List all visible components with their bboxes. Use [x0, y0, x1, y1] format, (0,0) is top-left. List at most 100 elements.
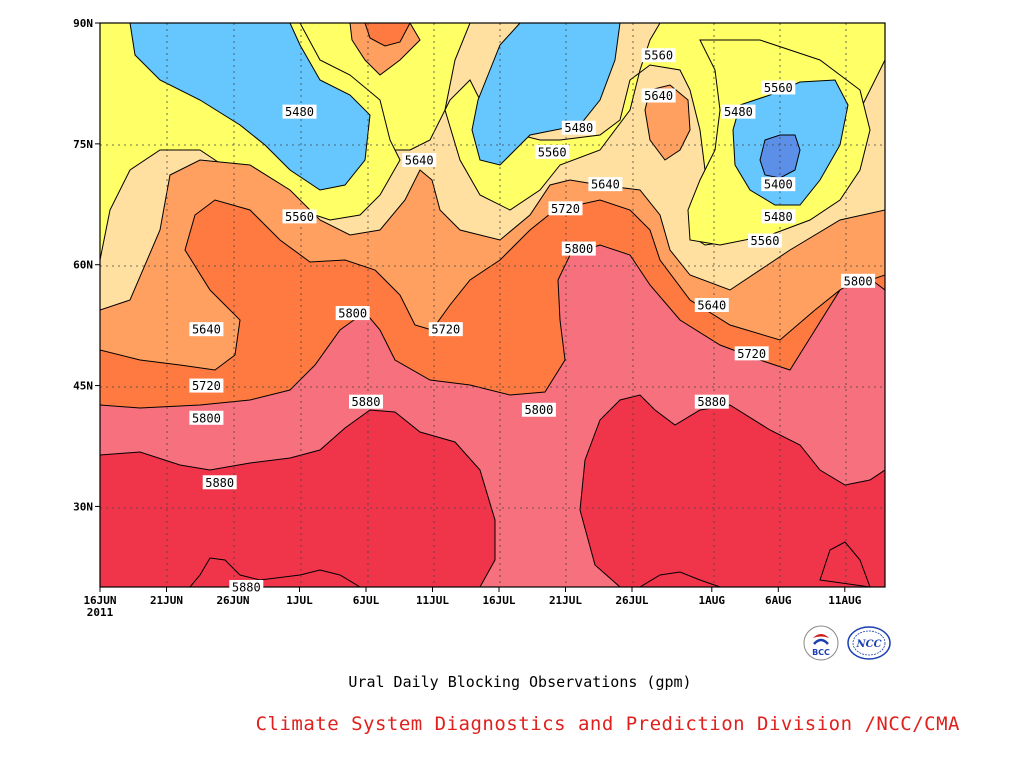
contour-label-bg: [641, 48, 676, 63]
contour-label-text: 5560: [644, 49, 673, 63]
bcc-logo-text: BCC: [812, 648, 830, 657]
contour-label-bg: [548, 201, 583, 216]
contour-label: 5480: [721, 104, 756, 119]
contour-label-text: 5720: [737, 347, 766, 361]
contour-label-bg: [349, 394, 383, 409]
x-tick-label: 6JUL: [353, 594, 380, 607]
contour-label-bg: [748, 233, 782, 248]
band-gt5880-main: [100, 409, 496, 587]
y-tick-label: 75N: [73, 138, 93, 151]
x-tick-label: 1AUG: [699, 594, 726, 607]
contour-label: 5560: [282, 209, 317, 224]
contour-label-text: 5800: [192, 411, 221, 425]
contour-label: 5640: [189, 322, 224, 337]
x-tick-label: 26JUL: [615, 594, 648, 607]
contour-label: 5480: [282, 104, 317, 119]
band-gt5880-inner: [189, 557, 361, 587]
band-gt5880-inner-aug: [639, 571, 721, 587]
contour-label-bg: [335, 306, 370, 321]
contour-label-bg: [761, 80, 796, 95]
contour-label-text: 5480: [724, 105, 753, 119]
contour-label-bg: [521, 402, 556, 417]
contour-label-text: 5880: [697, 395, 726, 409]
contour-label: 5560: [535, 144, 570, 159]
x-tick-label: 16JUL: [482, 594, 515, 607]
y-tick-label: 30N: [73, 500, 93, 513]
contour-label: 5800: [189, 410, 224, 425]
contour-label: 5800: [335, 306, 370, 321]
contour-label: 5560: [748, 233, 782, 248]
contour-label-text: 5800: [564, 242, 593, 256]
contour-label-bg: [734, 346, 769, 361]
contour-label-bg: [761, 177, 796, 192]
contour-label-text: 5640: [697, 299, 726, 313]
contour-label-bg: [721, 104, 756, 119]
y-tick-label: 90N: [73, 17, 93, 30]
contour-label: 5480: [561, 120, 596, 135]
contour-label-text: 5560: [751, 234, 780, 248]
contour-label-bg: [402, 152, 437, 167]
plot-frame: [99, 22, 886, 588]
contour-label-text: 5800: [844, 274, 873, 288]
contour-fill-group: [100, 23, 885, 587]
chart-title: Ural Daily Blocking Observations (gpm): [348, 673, 692, 691]
x-tick-label: 11AUG: [828, 594, 861, 607]
band-5400-5480-a: [129, 23, 371, 191]
contour-label-text: 5560: [764, 81, 793, 95]
contour-label: 5880: [202, 475, 237, 490]
contour-label: 5400: [761, 177, 796, 192]
contour-label-bg: [189, 378, 224, 393]
contour-label-bg: [282, 104, 317, 119]
x-tick-label: 21JUN: [150, 594, 183, 607]
contour-label: 5880: [694, 394, 729, 409]
contour-label-bg: [189, 322, 224, 337]
contour-label-text: 5480: [564, 121, 593, 135]
x-axis: 16JUN 21JUN 26JUN 1JUL 6JUL 11JUL 16JUL 21JUL 26…: [83, 587, 862, 619]
x-tick-label: 1JUL: [286, 594, 313, 607]
x-tick-label: 26JUN: [216, 594, 249, 607]
contour-label-bg: [229, 580, 264, 594]
contour-label-bg: [189, 410, 224, 425]
contour-label-bg: [588, 177, 623, 192]
contour-labels: 5560 5560 5640 5480 5480 5480 5560 5640 5400 5640…: [189, 48, 876, 595]
band-gt5880-aug: [579, 394, 885, 587]
contour-label: 5720: [428, 322, 463, 337]
contour-label: 5720: [548, 201, 583, 216]
contour-label-text: 5720: [192, 379, 221, 393]
band-gt5880-inner-aug2: [819, 541, 871, 587]
contour-label: 5720: [189, 378, 224, 393]
y-axis: 90N 75N 60N 45N 30N: [73, 17, 100, 513]
contour-label-bg: [694, 394, 729, 409]
credit-line: Climate System Diagnostics and Predictio…: [255, 713, 960, 735]
contour-label-text: 5400: [764, 178, 793, 192]
y-tick-label: 45N: [73, 380, 93, 393]
contour-label-bg: [561, 120, 596, 135]
contour-label: 5880: [349, 394, 383, 409]
contour-label-bg: [841, 273, 876, 288]
contour-label: 5640: [641, 88, 676, 103]
x-tick-label: 6AUG: [765, 594, 792, 607]
contour-label: 5800: [561, 241, 596, 256]
contour-label-bg: [282, 209, 317, 224]
contour-label-bg: [761, 209, 796, 224]
contour-label: 5560: [641, 48, 676, 63]
contour-label-bg: [561, 241, 596, 256]
contour-label: 5560: [761, 80, 796, 95]
ncc-logo-text: NCC: [855, 639, 881, 650]
contour-label-bg: [202, 475, 237, 490]
contour-label-text: 5880: [232, 581, 261, 595]
ncc-logo-icon: NCC: [847, 626, 891, 660]
contour-label-bg: [535, 144, 570, 159]
contour-label-text: 5560: [538, 145, 567, 159]
x-tick-label: 21JUL: [549, 594, 582, 607]
contour-label-text: 5800: [524, 403, 553, 417]
y-tick-label: 60N: [73, 259, 93, 272]
contour-label-text: 5880: [205, 476, 234, 490]
contour-label-bg: [694, 298, 729, 312]
contour-label-text: 5720: [431, 323, 460, 337]
contour-label-bg: [641, 88, 676, 103]
contour-label-text: 5640: [591, 178, 620, 192]
x-tick-label: 11JUL: [416, 594, 449, 607]
contour-label-bg: [428, 322, 463, 337]
